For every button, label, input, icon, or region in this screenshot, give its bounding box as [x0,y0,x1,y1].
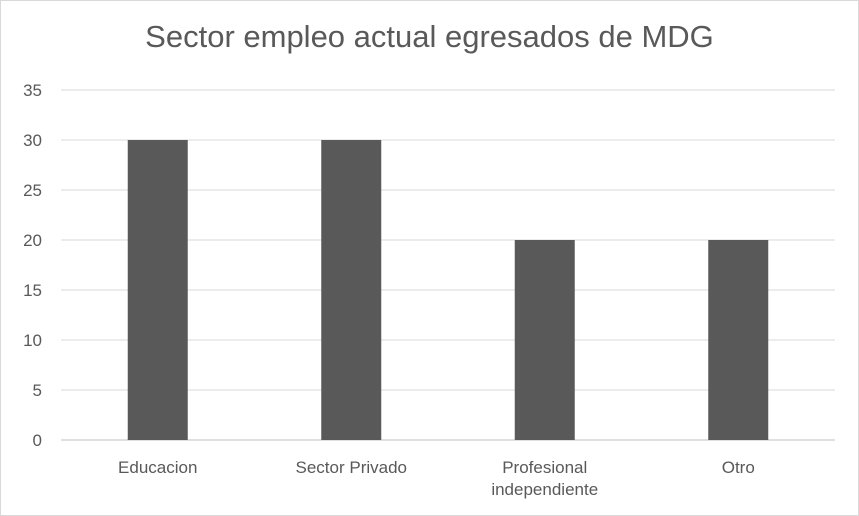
bar-1 [127,140,188,440]
chart-title: Sector empleo actual egresados de MDG [145,19,714,54]
y-tick-label-0: 0 [33,431,42,450]
y-tick-label-5: 5 [33,381,42,400]
x-category-label-1: Educacion [118,458,197,477]
x-category-label-4: Otro [722,458,755,477]
y-tick-label-15: 15 [23,281,42,300]
bar-4 [708,240,769,440]
bars [127,140,769,440]
y-tick-label-10: 10 [23,331,42,350]
y-axis-ticks: 0 5 10 15 20 25 30 35 [23,81,42,450]
x-category-label-2: Sector Privado [296,458,408,477]
gridlines [61,89,835,441]
y-tick-label-25: 25 [23,181,42,200]
y-tick-label-20: 20 [23,231,42,250]
y-tick-label-30: 30 [23,131,42,150]
bar-2 [321,140,382,440]
x-axis-labels: Educacion Sector Privado Profesional indepe… [118,458,755,499]
bar-3 [514,240,575,440]
x-category-label-3: Profesional independiente [491,458,598,499]
y-tick-label-35: 35 [23,81,42,100]
